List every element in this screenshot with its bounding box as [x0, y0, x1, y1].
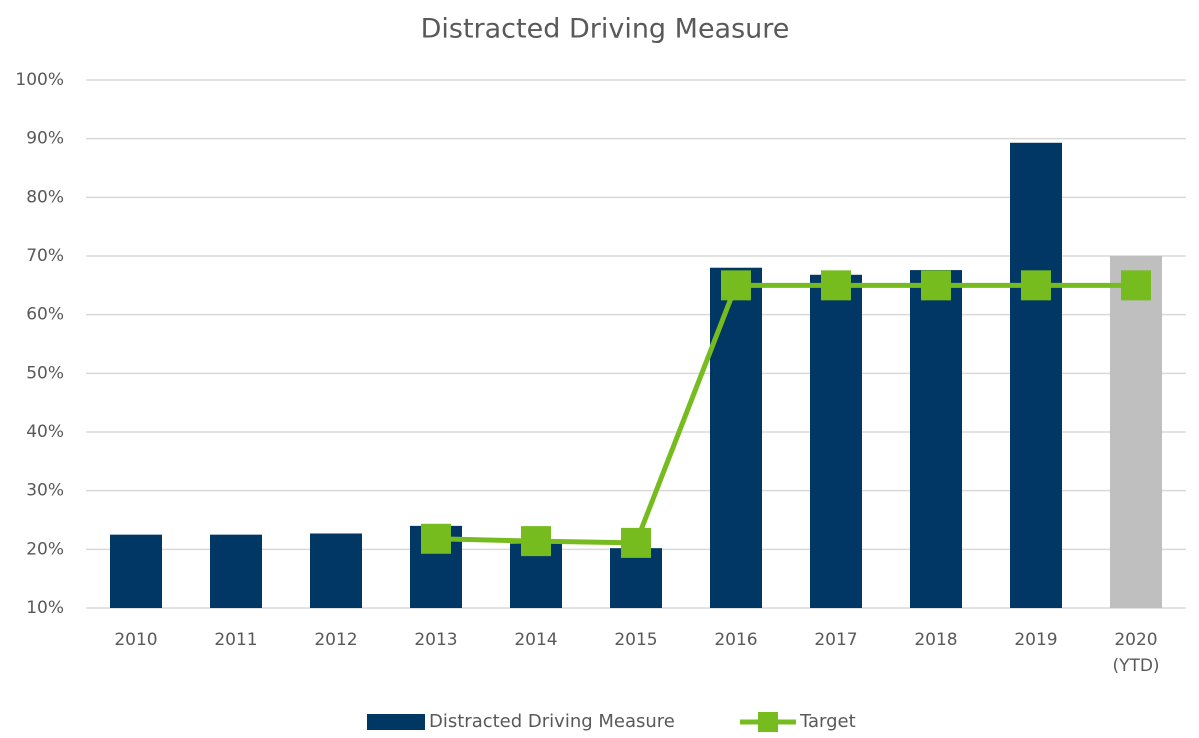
y-tick-label: 90% — [26, 129, 64, 149]
line — [435, 282, 1136, 546]
legend-swatch — [367, 714, 425, 730]
bar — [810, 274, 862, 608]
bar — [1010, 142, 1062, 609]
x-tick-label: 2017 — [814, 630, 858, 650]
y-tick-label: 40% — [26, 422, 64, 442]
y-tick-label: 50% — [26, 363, 64, 383]
x-tick-label: 2020 (YTD) — [1112, 630, 1160, 676]
x-tick-label: 2013 — [414, 630, 458, 650]
line-marker — [621, 527, 651, 558]
bar — [910, 270, 962, 608]
y-tick-label: 20% — [26, 539, 64, 559]
line-marker — [521, 526, 551, 557]
bar — [1110, 256, 1162, 608]
y-tick-label: 60% — [26, 305, 64, 325]
line-marker — [721, 270, 751, 301]
line-marker — [1121, 270, 1151, 301]
x-tick-label: 2018 — [914, 630, 958, 650]
chart-title: Distracted Driving Measure — [421, 14, 790, 45]
bar — [710, 267, 762, 608]
line-marker — [421, 523, 451, 554]
legend-swatch — [758, 712, 778, 732]
y-tick-label: 30% — [26, 481, 64, 501]
y-tick-label: 100% — [15, 70, 64, 90]
bar — [210, 534, 262, 608]
x-tick-label: 2014 — [514, 630, 558, 650]
legend-label: Target — [799, 711, 856, 732]
legend-label: Distracted Driving Measure — [429, 711, 675, 732]
bar — [610, 548, 662, 608]
y-tick-label: 80% — [26, 187, 64, 207]
x-tick-label: 2015 — [614, 630, 658, 650]
line-marker — [1021, 270, 1051, 301]
x-tick-label: 2019 — [1014, 630, 1058, 650]
y-tick-label: 70% — [26, 246, 64, 266]
line-marker — [821, 270, 851, 301]
bar — [310, 533, 362, 608]
x-tick-label: 2016 — [714, 630, 758, 650]
x-tick-label: 2012 — [314, 630, 358, 650]
y-tick-label: 10% — [26, 598, 64, 618]
bar — [110, 534, 162, 608]
line-marker — [921, 270, 951, 301]
x-tick-label: 2010 — [114, 630, 158, 650]
x-tick-label: 2011 — [214, 630, 258, 650]
